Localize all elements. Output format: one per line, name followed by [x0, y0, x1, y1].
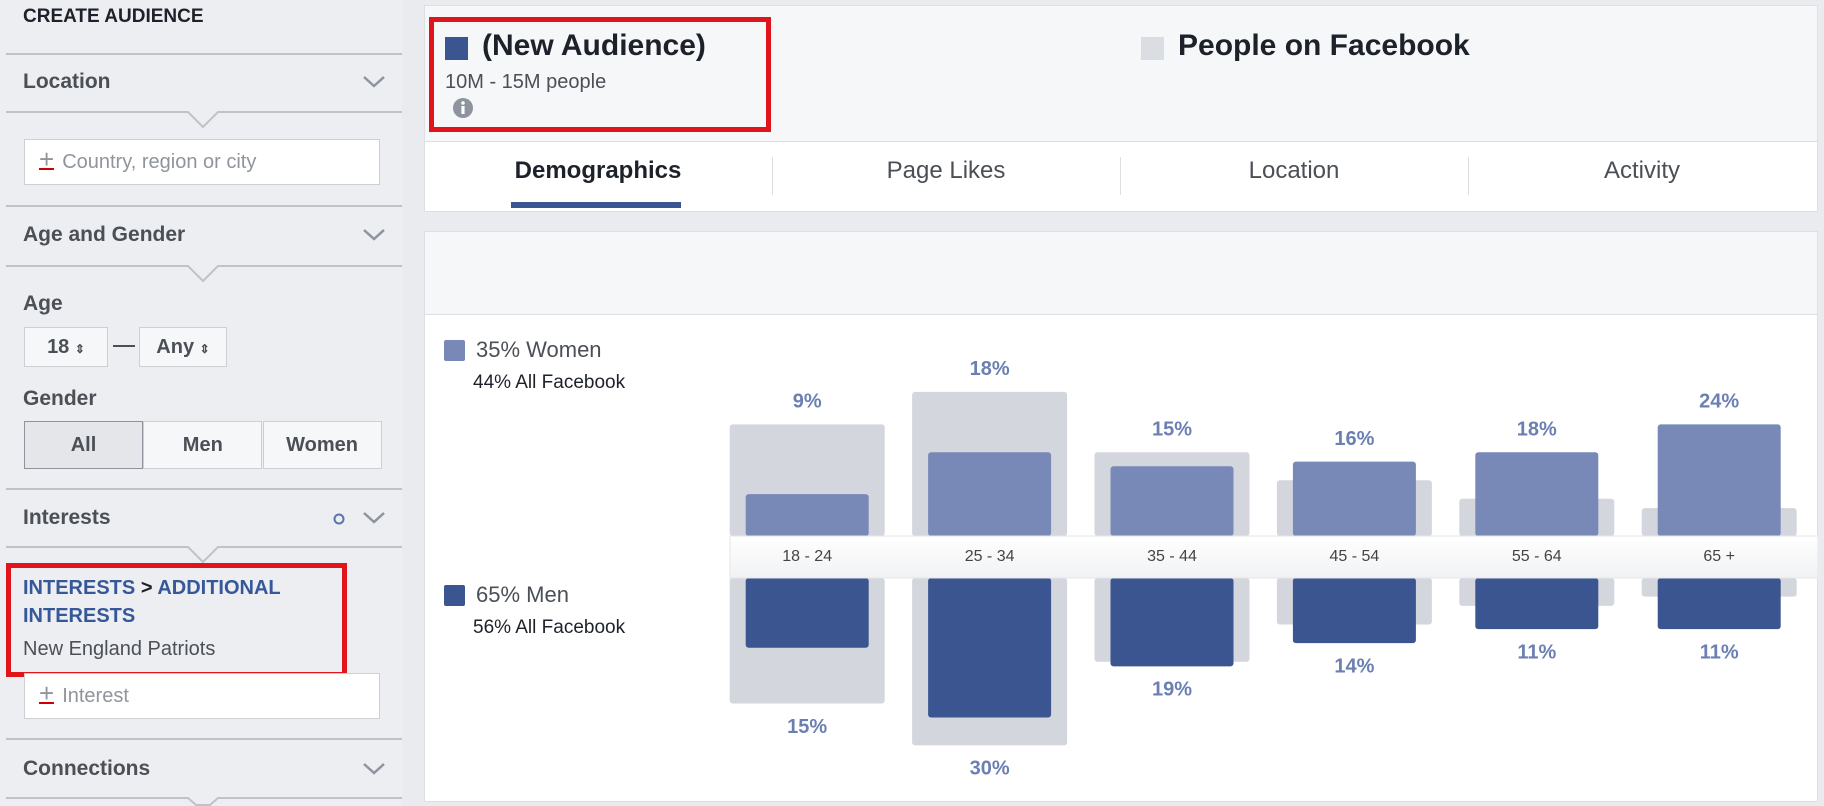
bar	[1292, 461, 1416, 536]
placeholder: Interest	[62, 685, 129, 707]
audience-swatch	[445, 37, 468, 60]
value-label: 19%	[1152, 679, 1192, 701]
bar	[928, 578, 1052, 718]
interest-path: INTERESTS > ADDITIONAL INTERESTS	[23, 574, 323, 630]
tab-divider	[772, 157, 773, 195]
value-label: 11%	[1700, 641, 1739, 663]
chevron[interactable]	[362, 510, 386, 526]
bar	[928, 452, 1052, 536]
chevron[interactable]	[362, 227, 386, 243]
bar	[1110, 578, 1234, 667]
field-label: Gender	[23, 387, 97, 410]
range-dash	[113, 345, 135, 347]
sidebar-title: CREATE AUDIENCE	[23, 6, 204, 27]
comparison-name: People on Facebook	[1178, 29, 1470, 62]
value-label: 15%	[1152, 419, 1192, 441]
bar	[1475, 452, 1599, 536]
bar	[745, 578, 869, 648]
value-label: 15%	[787, 716, 827, 738]
bar	[1657, 578, 1781, 630]
category-label: 45 - 54	[1329, 548, 1379, 565]
separator	[6, 265, 402, 283]
path-separator: >	[140, 577, 153, 599]
interest-path-item[interactable]: ADDITIONAL INTERESTS	[23, 577, 281, 627]
legend-swatch	[444, 340, 465, 361]
highlight-box	[429, 17, 771, 132]
chevron[interactable]	[362, 761, 386, 777]
interest-item: New England Patriots	[23, 638, 216, 660]
value-label: 16%	[1334, 428, 1374, 450]
axis-band	[729, 535, 1818, 579]
legend-swatch	[444, 585, 465, 606]
value-label: 30%	[970, 758, 1010, 780]
value-label: 24%	[1699, 391, 1739, 413]
placeholder: Country, region or city	[62, 151, 257, 173]
info-icon[interactable]	[452, 97, 474, 119]
value-label: 18%	[1517, 419, 1557, 441]
category-label: 35 - 44	[1147, 548, 1197, 565]
bar	[745, 494, 869, 536]
comparison-swatch	[1141, 37, 1164, 60]
category-label: 55 - 64	[1512, 548, 1562, 565]
tab-divider	[1120, 157, 1121, 195]
gender-option[interactable]: Men	[143, 421, 263, 469]
bar	[1475, 578, 1599, 630]
field-label: Age	[23, 292, 63, 315]
value-label: 18%	[970, 358, 1010, 380]
audience-size: 10M - 15M people	[445, 71, 607, 93]
chevron[interactable]	[362, 74, 386, 90]
chart: 18 - 24 25 - 34 35 - 44 45 - 54 55 - 64 65 + 9…	[444, 337, 1818, 780]
sidebar	[0, 0, 402, 806]
bar	[1292, 578, 1416, 644]
interest-path-item[interactable]: INTERESTS	[23, 577, 136, 599]
highlight-box	[6, 563, 347, 677]
tab[interactable]: Activity	[1603, 157, 1680, 184]
tab-bar	[424, 142, 1818, 212]
age-max-select[interactable]: Any ⇕	[139, 327, 227, 367]
separator	[6, 738, 402, 740]
category-label: 25 - 34	[965, 548, 1015, 565]
separator	[6, 488, 402, 490]
tab[interactable]: Location	[1248, 157, 1340, 184]
tab[interactable]: Demographics	[514, 157, 682, 184]
legend-benchmark: 56% All Facebook	[473, 617, 626, 638]
age-min-select[interactable]: 18 ⇕	[24, 327, 108, 367]
tab-divider	[1468, 157, 1469, 195]
legend-benchmark: 44% All Facebook	[473, 372, 626, 393]
section-label: Interests	[23, 506, 111, 529]
select-value: 18	[47, 336, 70, 358]
tab-underline	[511, 202, 681, 208]
header-panel	[424, 5, 1818, 142]
gender-option[interactable]: Women	[262, 421, 382, 469]
status-dot	[333, 513, 345, 525]
value-label: 9%	[793, 391, 822, 413]
legend-label: 65% Men	[476, 582, 569, 607]
value-label: 14%	[1334, 655, 1374, 677]
category-label: 18 - 24	[782, 548, 832, 565]
tab[interactable]: Page Likes	[886, 157, 1006, 184]
gender-option[interactable]: All	[24, 421, 143, 469]
location-input[interactable]: + Country, region or city	[24, 139, 380, 185]
bar	[1657, 424, 1781, 536]
chart-toolbar	[425, 232, 1817, 315]
interest-input[interactable]: + Interest	[24, 673, 380, 719]
bar	[1110, 466, 1234, 536]
audience-name: (New Audience)	[482, 29, 706, 62]
section-label: Age and Gender	[23, 223, 186, 246]
section-label: Location	[23, 70, 111, 93]
category-label: 65 +	[1703, 548, 1735, 565]
select-value: Any	[156, 336, 195, 358]
value-label: 11%	[1517, 641, 1556, 663]
separator	[6, 111, 402, 129]
separator	[6, 205, 402, 207]
separator	[6, 546, 402, 564]
legend-label: 35% Women	[476, 337, 602, 362]
separator	[6, 797, 402, 806]
section-label: Connections	[23, 757, 151, 780]
separator	[6, 53, 402, 55]
